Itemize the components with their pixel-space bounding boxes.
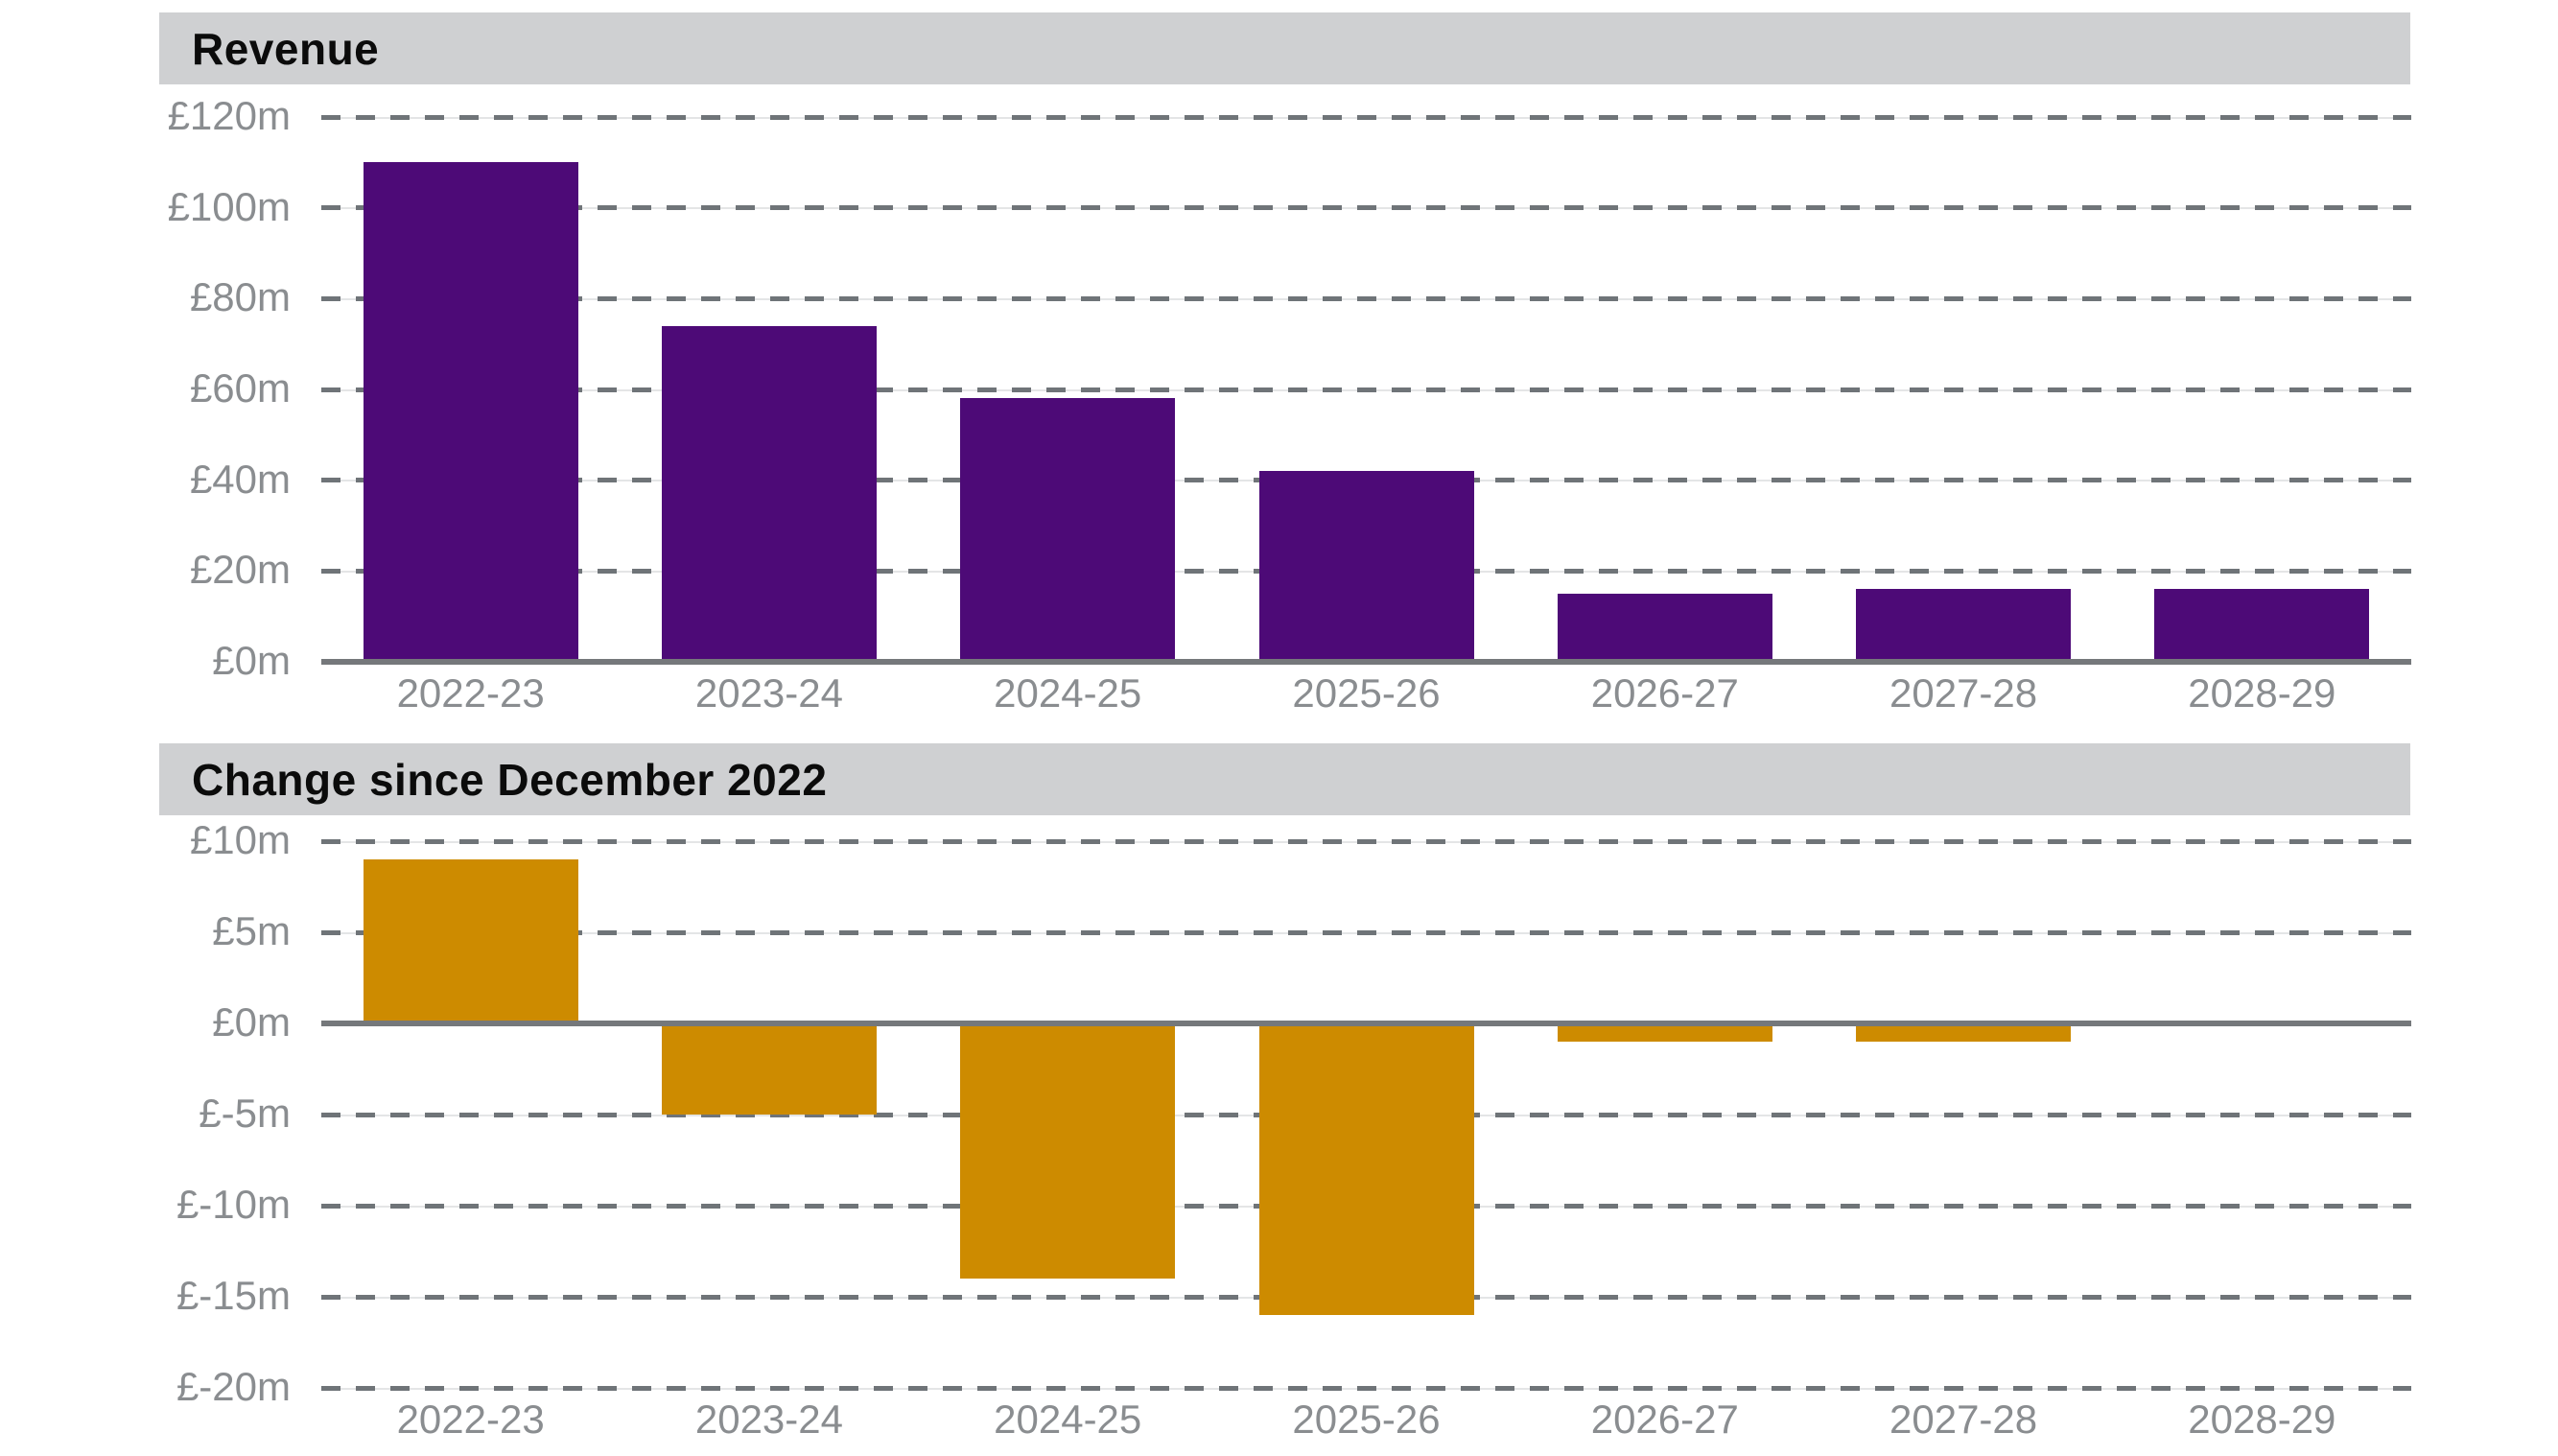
y-axis-tick-label: £0m — [212, 999, 291, 1045]
bar-2023-24 — [661, 325, 877, 662]
x-axis-tick-label: 2028-29 — [2188, 670, 2336, 716]
x-axis-tick-label: 2022-23 — [396, 670, 545, 716]
change-chart-title: Change since December 2022 — [192, 754, 828, 805]
x-axis-tick-label: 2028-29 — [2188, 1397, 2336, 1442]
bar-2024-25 — [960, 1023, 1176, 1279]
x-axis-tick-label: 2024-25 — [994, 670, 1142, 716]
gridline — [321, 114, 2411, 120]
zero-axis-line — [321, 659, 2411, 665]
x-axis-tick-label: 2023-24 — [694, 1397, 843, 1442]
revenue-title-band: Revenue — [159, 12, 2410, 84]
y-axis-tick-label: £10m — [189, 817, 291, 863]
y-axis-tick-label: £-15m — [176, 1273, 291, 1319]
bar-2026-27 — [1557, 594, 1772, 662]
y-axis-tick-label: £-20m — [176, 1364, 291, 1410]
bar-2022-23 — [363, 162, 578, 662]
y-axis-tick-label: £5m — [212, 908, 291, 954]
bar-2025-26 — [1258, 471, 1474, 662]
y-axis-tick-label: £0m — [212, 638, 291, 684]
gridline — [321, 1385, 2411, 1391]
bar-2025-26 — [1258, 1023, 1474, 1315]
x-axis-tick-label: 2022-23 — [396, 1397, 545, 1442]
gridline — [321, 205, 2411, 211]
gridline — [321, 295, 2411, 301]
change-plot-area: £10m £5m £0m £-5m £-10m £-15m £-20m 2022-23 2023… — [176, 817, 2411, 1442]
y-axis-tick-label: £80m — [189, 274, 291, 320]
zero-axis-line — [321, 1021, 2411, 1026]
gridline — [321, 929, 2411, 935]
x-axis-tick-label: 2027-28 — [1889, 670, 2038, 716]
bar-2022-23 — [363, 859, 578, 1023]
change-title-band: Change since December 2022 — [159, 743, 2410, 815]
revenue-plot-area: £120m £100m £80m £60m £40m £20m £0m 2022-23 2023… — [168, 93, 2411, 716]
x-axis-tick-label: 2026-27 — [1590, 670, 1739, 716]
x-axis-tick-label: 2024-25 — [994, 1397, 1142, 1442]
x-axis-tick-label: 2026-27 — [1590, 1397, 1739, 1442]
y-axis-tick-label: £-5m — [199, 1091, 291, 1137]
y-axis-tick-label: £100m — [167, 183, 291, 229]
x-axis-tick-label: 2025-26 — [1292, 1397, 1441, 1442]
bar-2028-29 — [2154, 589, 2370, 662]
bar-2027-28 — [1856, 589, 2072, 662]
bar-2027-28 — [1856, 1023, 2072, 1042]
y-axis-tick-label: £40m — [189, 456, 291, 502]
y-axis-tick-label: £120m — [167, 93, 291, 139]
x-axis-tick-label: 2025-26 — [1292, 670, 1441, 716]
y-axis-tick-label: £20m — [189, 547, 291, 593]
bar-2026-27 — [1557, 1023, 1772, 1042]
y-axis-tick-label: £-10m — [176, 1182, 291, 1228]
x-axis-tick-label: 2027-28 — [1889, 1397, 2038, 1442]
y-axis-tick-label: £60m — [189, 365, 291, 411]
x-axis-tick-label: 2023-24 — [694, 670, 843, 716]
bar-2023-24 — [661, 1023, 877, 1115]
bar-2024-25 — [960, 398, 1176, 662]
gridline — [321, 838, 2411, 844]
revenue-chart-title: Revenue — [192, 23, 380, 74]
gridline — [321, 387, 2411, 392]
